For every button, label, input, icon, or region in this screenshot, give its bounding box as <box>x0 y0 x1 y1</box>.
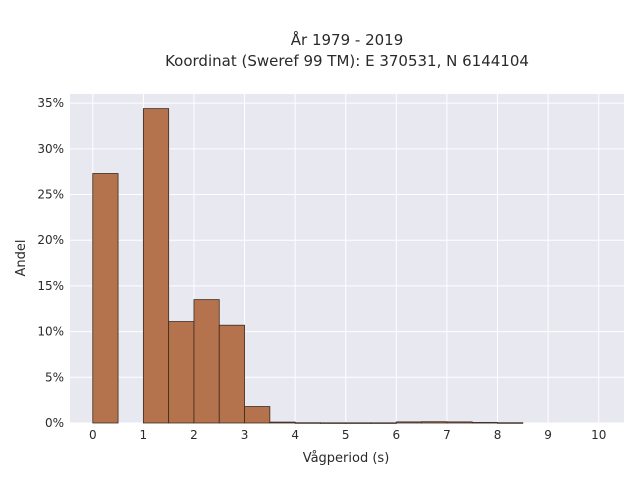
histogram-bar <box>370 422 397 424</box>
chart-title: År 1979 - 2019 <box>291 30 404 49</box>
y-tick-label: 10% <box>37 325 64 339</box>
y-tick-label: 20% <box>37 233 64 247</box>
y-tick-label: 25% <box>37 188 64 202</box>
histogram-bar <box>446 421 473 424</box>
histogram-bar <box>168 321 195 424</box>
x-tick-label: 4 <box>291 428 299 442</box>
histogram-bar <box>218 324 245 424</box>
x-axis-label: Vågperiod (s) <box>303 451 390 466</box>
histogram-bar <box>395 421 423 424</box>
x-tick-label: 9 <box>544 428 552 442</box>
x-tick-label: 8 <box>494 428 502 442</box>
histogram-bar <box>193 299 220 424</box>
x-tick-label: 10 <box>591 428 606 442</box>
histogram-bar <box>269 421 296 424</box>
x-tick-label: 6 <box>393 428 401 442</box>
x-tick-label: 1 <box>140 428 148 442</box>
y-tick-label: 5% <box>45 370 64 384</box>
y-axis-ticks: 0% 5% 10% 15% 20% 25% 30% 35% <box>37 96 64 430</box>
histogram-bar <box>244 406 271 424</box>
x-tick-label: 2 <box>190 428 198 442</box>
y-tick-label: 35% <box>37 96 64 110</box>
histogram-bar <box>471 422 498 424</box>
x-tick-label: 7 <box>443 428 451 442</box>
y-axis-label: Andel <box>14 240 29 277</box>
histogram-bar <box>421 421 448 424</box>
histogram-bar <box>345 422 372 424</box>
chart-subtitle: Koordinat (Sweref 99 TM): E 370531, N 61… <box>165 52 529 70</box>
grid-lines <box>70 94 624 424</box>
histogram-bar <box>497 422 524 424</box>
x-tick-label: 0 <box>89 428 97 442</box>
histogram-bar <box>320 422 347 424</box>
histogram-bar <box>142 108 170 424</box>
y-tick-label: 15% <box>37 279 64 293</box>
histogram-bar <box>92 173 119 424</box>
x-tick-label: 3 <box>241 428 249 442</box>
x-tick-label: 5 <box>342 428 350 442</box>
y-tick-label: 30% <box>37 142 64 156</box>
histogram-bar <box>294 422 321 424</box>
x-axis-ticks: 0 1 2 3 4 5 6 7 8 9 10 <box>89 428 606 442</box>
bars <box>92 108 524 424</box>
y-tick-label: 0% <box>45 416 64 430</box>
